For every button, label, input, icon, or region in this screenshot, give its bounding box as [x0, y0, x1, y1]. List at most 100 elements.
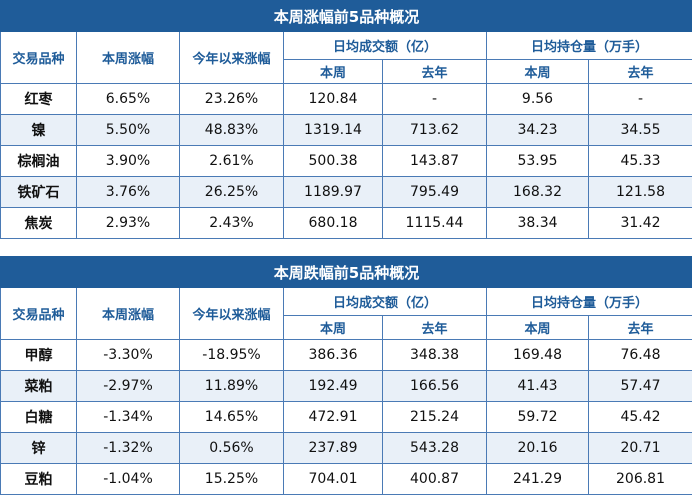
- cell-vol-year: 215.24: [382, 401, 487, 433]
- cell-ytd: 23.26%: [179, 83, 284, 115]
- cell-oi-week: 59.72: [486, 401, 589, 433]
- cell-ytd: 0.56%: [179, 432, 284, 464]
- cell-vol-year: 400.87: [382, 463, 487, 495]
- cell-product: 焦炭: [0, 207, 77, 239]
- table-row: 焦炭 2.93% 2.43% 680.18 1115.44 38.34 31.4…: [0, 207, 692, 239]
- table-row: 甲醇 -3.30% -18.95% 386.36 348.38 169.48 7…: [0, 339, 692, 371]
- top-gainers-table: 本周涨幅前5品种概况 交易品种 本周涨幅 今年以来涨幅 日均成交额（亿） 日均持…: [0, 0, 692, 239]
- top-decliners-table: 本周跌幅前5品种概况 交易品种 本周涨幅 今年以来涨幅 日均成交额（亿） 日均持…: [0, 256, 692, 495]
- cell-oi-week: 9.56: [486, 83, 589, 115]
- cell-vol-year: 713.62: [382, 114, 487, 146]
- cell-ytd: -18.95%: [179, 339, 284, 371]
- header-avg-volume: 日均成交额（亿）: [283, 287, 487, 316]
- cell-vol-year: 1115.44: [382, 207, 487, 239]
- cell-oi-week: 53.95: [486, 145, 589, 177]
- table-row: 铁矿石 3.76% 26.25% 1189.97 795.49 168.32 1…: [0, 176, 692, 208]
- cell-vol-year: 166.56: [382, 370, 487, 402]
- cell-vol-week: 680.18: [283, 207, 383, 239]
- cell-ytd: 26.25%: [179, 176, 284, 208]
- header-ytd-change: 今年以来涨幅: [179, 31, 284, 84]
- cell-oi-week: 169.48: [486, 339, 589, 371]
- cell-weekly: 5.50%: [76, 114, 180, 146]
- cell-weekly: -1.32%: [76, 432, 180, 464]
- cell-oi-year: 45.42: [588, 401, 692, 433]
- cell-oi-year: 57.47: [588, 370, 692, 402]
- cell-oi-week: 38.34: [486, 207, 589, 239]
- cell-vol-year: -: [382, 83, 487, 115]
- cell-weekly: 6.65%: [76, 83, 180, 115]
- cell-oi-year: 76.48: [588, 339, 692, 371]
- cell-product: 豆粕: [0, 463, 77, 495]
- cell-ytd: 15.25%: [179, 463, 284, 495]
- cell-oi-year: 31.42: [588, 207, 692, 239]
- header-ytd-change: 今年以来涨幅: [179, 287, 284, 340]
- header-avg-volume: 日均成交额（亿）: [283, 31, 487, 60]
- table-row: 棕榈油 3.90% 2.61% 500.38 143.87 53.95 45.3…: [0, 145, 692, 177]
- cell-product: 铁矿石: [0, 176, 77, 208]
- table-row: 红枣 6.65% 23.26% 120.84 - 9.56 -: [0, 83, 692, 115]
- cell-oi-year: 20.71: [588, 432, 692, 464]
- cell-weekly: 2.93%: [76, 207, 180, 239]
- header-oi-last-year: 去年: [588, 315, 692, 340]
- header-weekly-change: 本周涨幅: [76, 287, 180, 340]
- cell-product: 菜粕: [0, 370, 77, 402]
- header-avg-oi: 日均持仓量（万手）: [486, 31, 692, 60]
- header-volume-last-year: 去年: [382, 59, 487, 84]
- cell-vol-week: 500.38: [283, 145, 383, 177]
- cell-product: 棕榈油: [0, 145, 77, 177]
- cell-weekly: 3.76%: [76, 176, 180, 208]
- table-row: 镍 5.50% 48.83% 1319.14 713.62 34.23 34.5…: [0, 114, 692, 146]
- cell-product: 红枣: [0, 83, 77, 115]
- header-volume-last-year: 去年: [382, 315, 487, 340]
- table-row: 菜粕 -2.97% 11.89% 192.49 166.56 41.43 57.…: [0, 370, 692, 402]
- cell-oi-year: 121.58: [588, 176, 692, 208]
- cell-ytd: 2.43%: [179, 207, 284, 239]
- header-weekly-change: 本周涨幅: [76, 31, 180, 84]
- cell-weekly: 3.90%: [76, 145, 180, 177]
- cell-vol-week: 237.89: [283, 432, 383, 464]
- cell-oi-week: 168.32: [486, 176, 589, 208]
- cell-vol-week: 1319.14: [283, 114, 383, 146]
- cell-vol-week: 120.84: [283, 83, 383, 115]
- cell-oi-week: 34.23: [486, 114, 589, 146]
- header-oi-this-week: 本周: [486, 59, 589, 84]
- cell-ytd: 14.65%: [179, 401, 284, 433]
- header-product: 交易品种: [0, 31, 77, 84]
- header-avg-oi: 日均持仓量（万手）: [486, 287, 692, 316]
- cell-weekly: -3.30%: [76, 339, 180, 371]
- table-row: 白糖 -1.34% 14.65% 472.91 215.24 59.72 45.…: [0, 401, 692, 433]
- cell-vol-year: 795.49: [382, 176, 487, 208]
- cell-oi-year: 206.81: [588, 463, 692, 495]
- cell-weekly: -1.34%: [76, 401, 180, 433]
- cell-vol-week: 192.49: [283, 370, 383, 402]
- cell-oi-week: 241.29: [486, 463, 589, 495]
- cell-product: 镍: [0, 114, 77, 146]
- table-row: 锌 -1.32% 0.56% 237.89 543.28 20.16 20.71: [0, 432, 692, 464]
- cell-ytd: 11.89%: [179, 370, 284, 402]
- cell-oi-year: 34.55: [588, 114, 692, 146]
- cell-product: 锌: [0, 432, 77, 464]
- cell-vol-week: 386.36: [283, 339, 383, 371]
- cell-oi-year: 45.33: [588, 145, 692, 177]
- cell-oi-year: -: [588, 83, 692, 115]
- table-title: 本周涨幅前5品种概况: [0, 0, 692, 32]
- cell-weekly: -1.04%: [76, 463, 180, 495]
- cell-vol-week: 472.91: [283, 401, 383, 433]
- cell-product: 甲醇: [0, 339, 77, 371]
- cell-weekly: -2.97%: [76, 370, 180, 402]
- cell-oi-week: 20.16: [486, 432, 589, 464]
- header-volume-this-week: 本周: [283, 315, 383, 340]
- cell-vol-year: 543.28: [382, 432, 487, 464]
- table-title: 本周跌幅前5品种概况: [0, 256, 692, 288]
- header-oi-this-week: 本周: [486, 315, 589, 340]
- table-row: 豆粕 -1.04% 15.25% 704.01 400.87 241.29 20…: [0, 463, 692, 495]
- cell-vol-year: 143.87: [382, 145, 487, 177]
- cell-ytd: 48.83%: [179, 114, 284, 146]
- header-product: 交易品种: [0, 287, 77, 340]
- cell-vol-week: 1189.97: [283, 176, 383, 208]
- cell-vol-week: 704.01: [283, 463, 383, 495]
- header-volume-this-week: 本周: [283, 59, 383, 84]
- header-oi-last-year: 去年: [588, 59, 692, 84]
- cell-vol-year: 348.38: [382, 339, 487, 371]
